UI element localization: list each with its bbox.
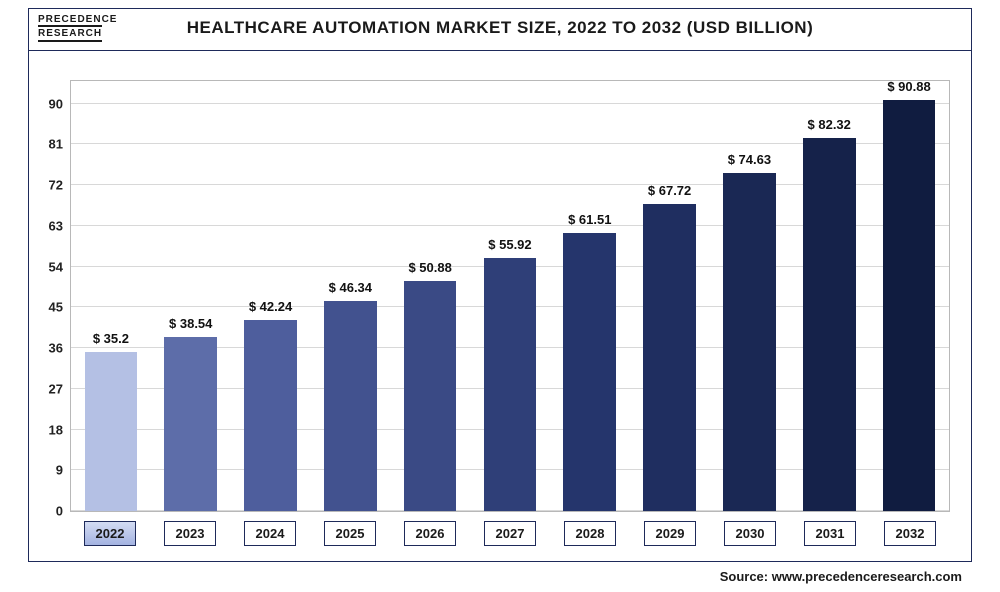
y-tick-label: 18 (49, 422, 63, 437)
bar-slot: $ 74.63 (710, 81, 790, 511)
bar-slot: $ 42.24 (231, 81, 311, 511)
x-label-slot: 2023 (150, 521, 230, 546)
bar: $ 50.88 (404, 281, 457, 511)
x-tick-label: 2027 (484, 521, 537, 546)
bar-value-label: $ 46.34 (329, 280, 372, 295)
y-tick-label: 63 (49, 218, 63, 233)
bar-value-label: $ 61.51 (568, 212, 611, 227)
bar: $ 67.72 (643, 204, 696, 511)
bar-value-label: $ 50.88 (408, 260, 451, 275)
bar: $ 55.92 (484, 258, 537, 511)
x-tick-label: 2030 (724, 521, 777, 546)
x-label-slot: 2022 (70, 521, 150, 546)
bar-value-label: $ 35.2 (93, 331, 129, 346)
bar-slot: $ 38.54 (151, 81, 231, 511)
y-tick-label: 90 (49, 96, 63, 111)
bar-slot: $ 50.88 (390, 81, 470, 511)
x-label-slot: 2029 (630, 521, 710, 546)
bar: $ 38.54 (164, 337, 217, 511)
x-tick-label: 2032 (884, 521, 937, 546)
bar: $ 61.51 (563, 233, 616, 511)
title-rule (28, 50, 972, 51)
x-tick-label: 2022 (84, 521, 137, 546)
y-tick-label: 45 (49, 300, 63, 315)
source-attribution: Source: www.precedenceresearch.com (720, 569, 962, 584)
x-label-slot: 2032 (870, 521, 950, 546)
x-label-slot: 2031 (790, 521, 870, 546)
y-tick-label: 81 (49, 137, 63, 152)
bar-value-label: $ 82.32 (808, 117, 851, 132)
bar: $ 46.34 (324, 301, 377, 511)
x-label-slot: 2030 (710, 521, 790, 546)
x-tick-label: 2028 (564, 521, 617, 546)
bar-value-label: $ 55.92 (488, 237, 531, 252)
bar-value-label: $ 38.54 (169, 316, 212, 331)
bar: $ 82.32 (803, 138, 856, 511)
bar: $ 35.2 (85, 352, 138, 511)
bar-slot: $ 46.34 (310, 81, 390, 511)
x-tick-label: 2023 (164, 521, 217, 546)
x-label-slot: 2026 (390, 521, 470, 546)
x-label-slot: 2025 (310, 521, 390, 546)
bar-slot: $ 67.72 (630, 81, 710, 511)
bar-value-label: $ 42.24 (249, 299, 292, 314)
bar-slot: $ 35.2 (71, 81, 151, 511)
bar-value-label: $ 74.63 (728, 152, 771, 167)
bar-slot: $ 82.32 (789, 81, 869, 511)
bar: $ 74.63 (723, 173, 776, 511)
x-label-slot: 2028 (550, 521, 630, 546)
x-tick-label: 2029 (644, 521, 697, 546)
x-tick-label: 2025 (324, 521, 377, 546)
x-label-slot: 2027 (470, 521, 550, 546)
chart-title: HEALTHCARE AUTOMATION MARKET SIZE, 2022 … (0, 18, 1000, 38)
y-tick-label: 72 (49, 178, 63, 193)
bar-slot: $ 61.51 (550, 81, 630, 511)
bar: $ 42.24 (244, 320, 297, 511)
y-tick-label: 54 (49, 259, 63, 274)
bar-group: $ 35.2 $ 38.54 $ 42.24 $ 46.34 $ 50.88 $ 55.9… (71, 81, 949, 511)
y-tick-label: 9 (56, 463, 63, 478)
bar-slot: $ 90.88 (869, 81, 949, 511)
y-tick-label: 0 (56, 504, 63, 519)
x-tick-label: 2026 (404, 521, 457, 546)
bar-value-label: $ 90.88 (887, 79, 930, 94)
x-axis: 2022 2023 2024 2025 2026 2027 2028 2029 2030 2031… (70, 521, 950, 546)
y-tick-label: 36 (49, 341, 63, 356)
bar-slot: $ 55.92 (470, 81, 550, 511)
y-tick-label: 27 (49, 381, 63, 396)
bar: $ 90.88 (883, 100, 936, 511)
x-tick-label: 2024 (244, 521, 297, 546)
bar-value-label: $ 67.72 (648, 183, 691, 198)
x-tick-label: 2031 (804, 521, 857, 546)
x-label-slot: 2024 (230, 521, 310, 546)
plot-area: $ 35.2 $ 38.54 $ 42.24 $ 46.34 $ 50.88 $ 55.9… (70, 80, 950, 512)
